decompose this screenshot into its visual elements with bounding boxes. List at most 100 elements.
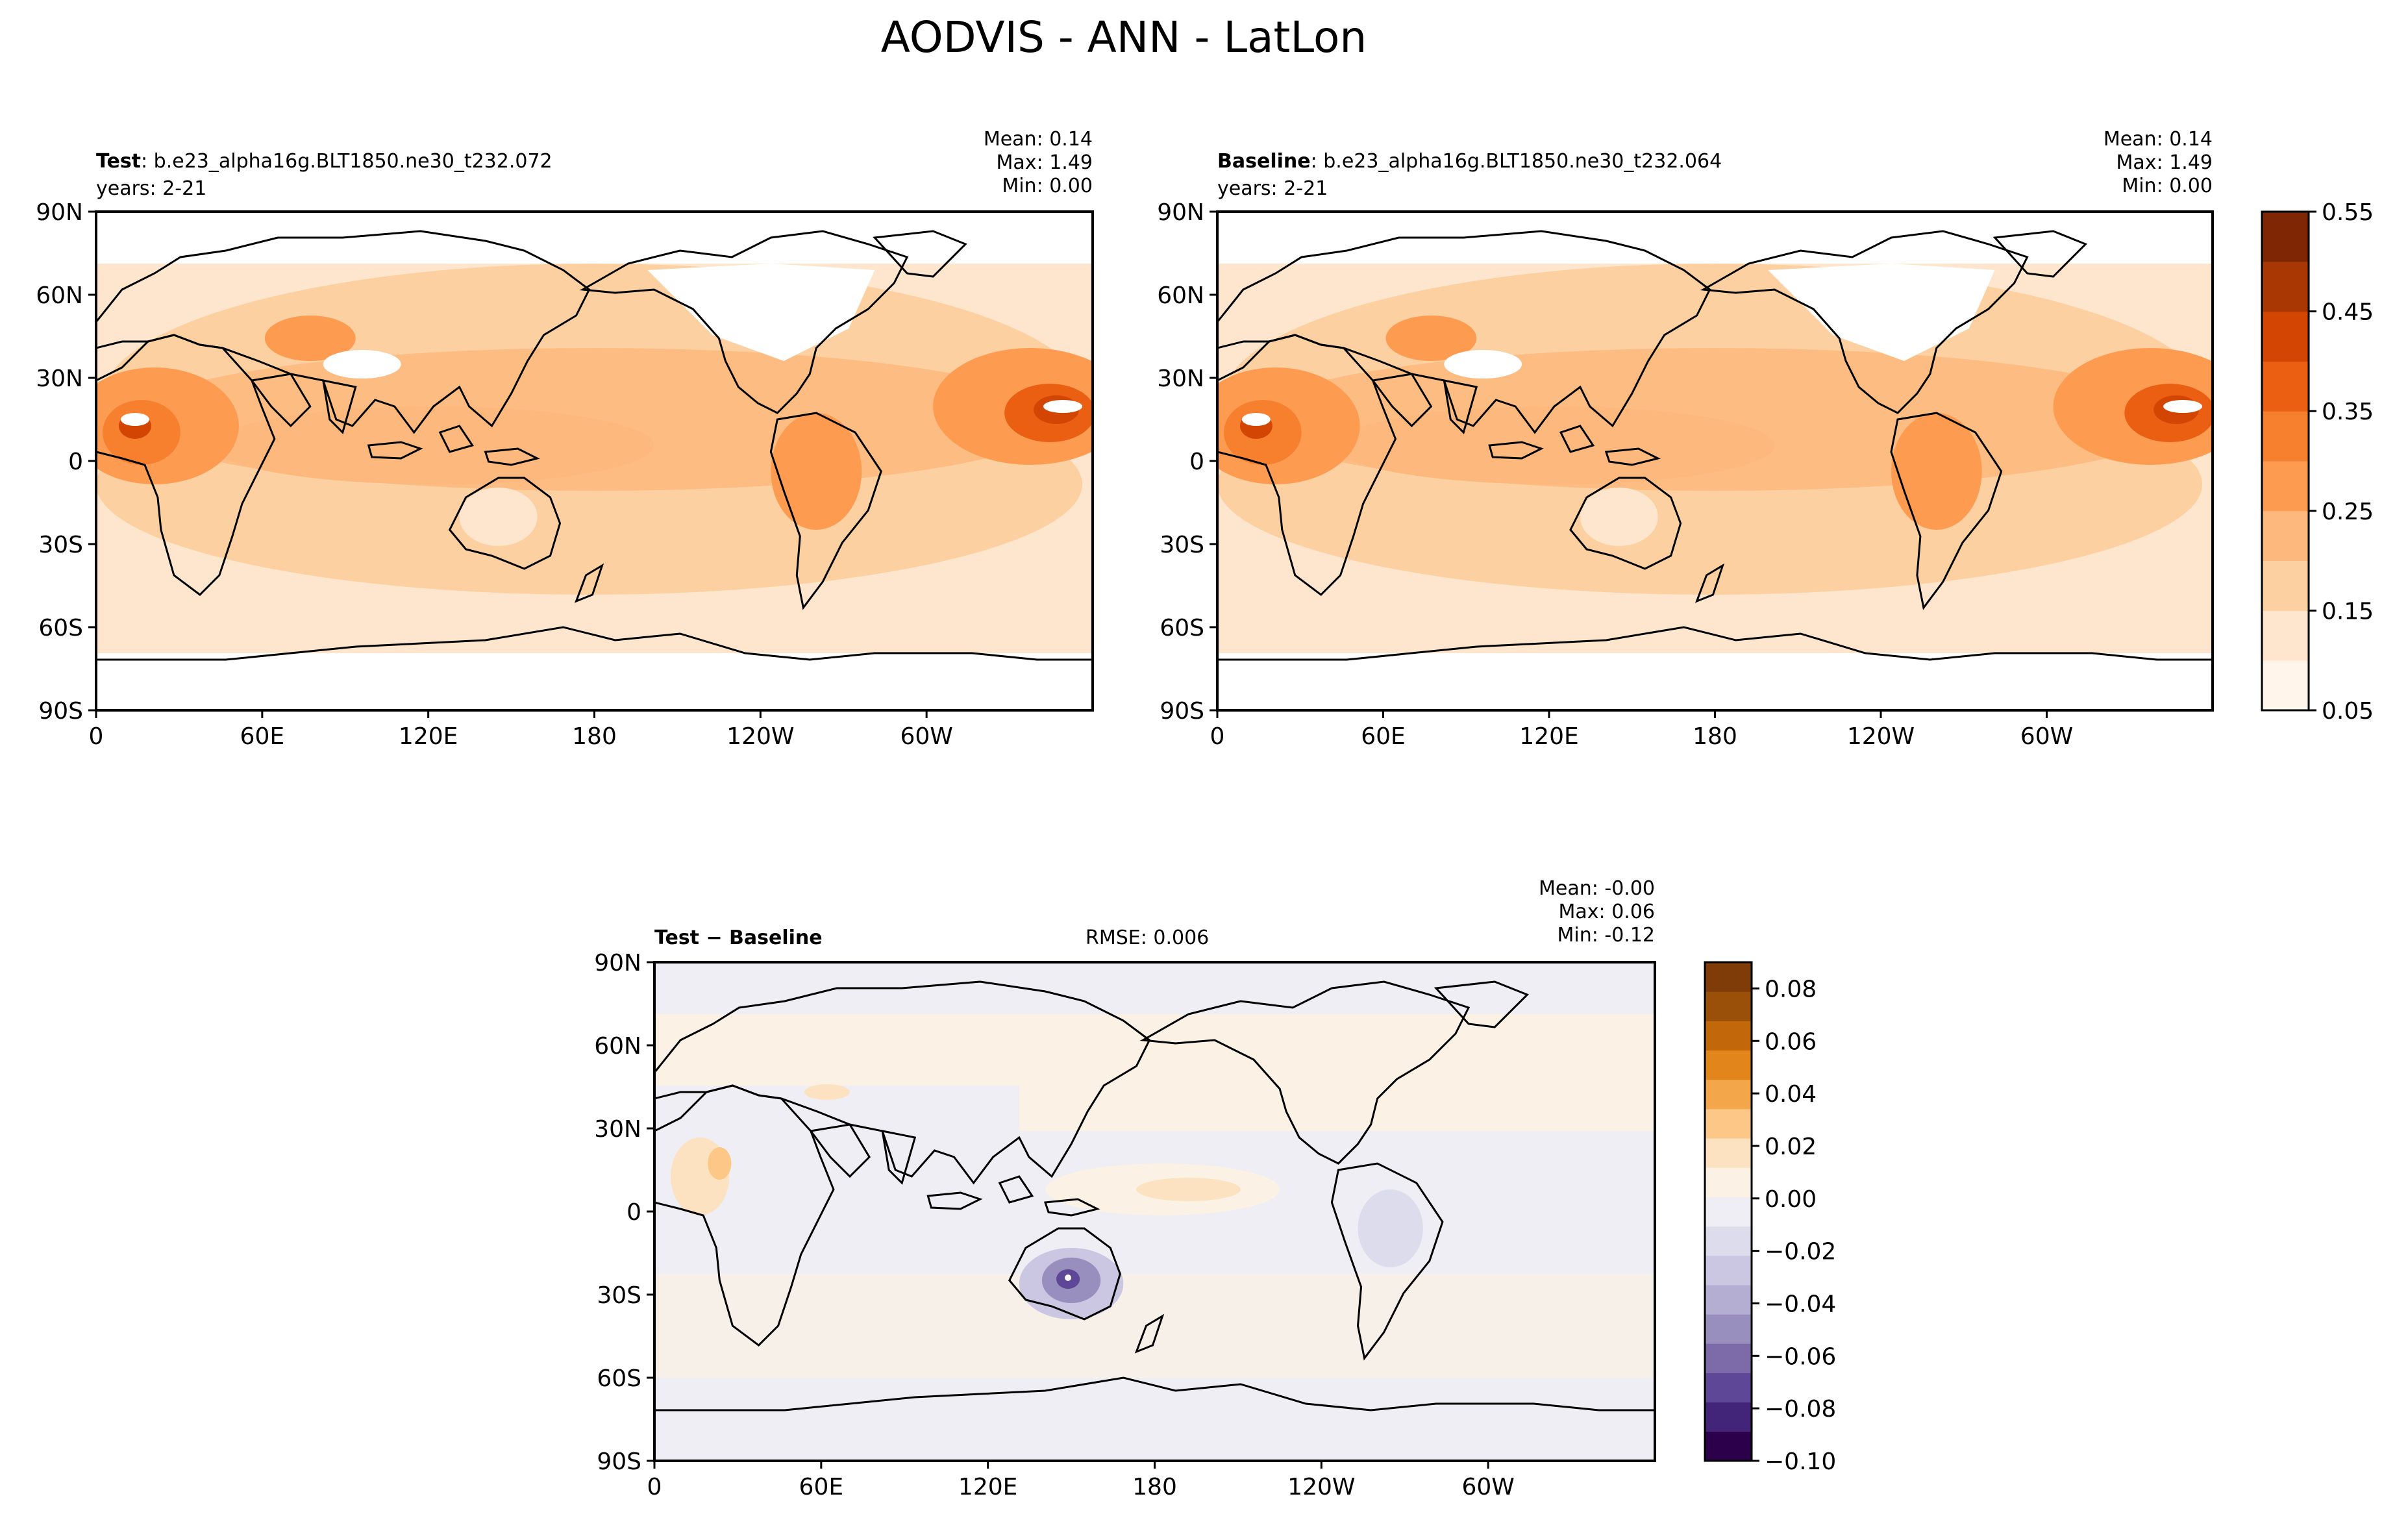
- colorbar-swatch: [2262, 212, 2309, 262]
- x-tick-label: 180: [572, 723, 617, 750]
- y-tick-label: 90N: [594, 950, 641, 976]
- x-tick-label: 0: [1210, 723, 1225, 750]
- colorbar-tick-label: −0.04: [1765, 1291, 1836, 1317]
- panel-diff-min: Min: -0.12: [1558, 924, 1656, 947]
- x-tick-label: 0: [89, 723, 104, 750]
- x-tick-label: 120E: [399, 723, 458, 750]
- colorbar-tick-label: −0.08: [1765, 1396, 1836, 1423]
- x-tick-label: 60E: [240, 723, 285, 750]
- colorbar-swatch: [1705, 1284, 1752, 1315]
- panel-test-years: years: 2-21: [96, 177, 206, 200]
- colorbar-diff: 0.08 0.06 0.04 0.02 0.00 −0.02 −0.04 −0.06 −0.08…: [1704, 961, 1836, 1475]
- panel-baseline-years: years: 2-21: [1217, 177, 1328, 200]
- y-tick-label: 0: [1189, 449, 1204, 475]
- colorbar-tick-label: 0.15: [2322, 598, 2374, 625]
- x-tick-label: 60W: [2020, 723, 2073, 750]
- map-test: [96, 212, 1093, 710]
- y-tick-label: 30N: [1157, 366, 1204, 392]
- colorbar-swatch: [2262, 411, 2309, 462]
- colorbar-swatch: [1705, 1108, 1752, 1139]
- y-tick-label: 90N: [36, 199, 83, 226]
- colorbar-tick-label: 0.45: [2322, 299, 2374, 326]
- panel-diff-title: Test − Baseline: [654, 926, 823, 949]
- colorbar-tick-label: 0.05: [2322, 698, 2374, 725]
- colorbar-swatch: [1705, 1431, 1752, 1461]
- panel-test-title: Test: b.e23_alpha16g.BLT1850.ne30_t232.0…: [96, 150, 552, 173]
- colorbar-swatch: [1705, 1314, 1752, 1344]
- x-tick-label: 120W: [1287, 1474, 1355, 1500]
- y-tick-label: 30S: [38, 532, 83, 558]
- panel-diff-rmse: RMSE: 0.006: [1086, 926, 1209, 949]
- panel-baseline-max: Max: 1.49: [2116, 151, 2213, 174]
- colorbar-swatch: [1705, 1197, 1752, 1227]
- y-tick-label: 90N: [1157, 199, 1204, 226]
- colorbar-swatch: [1705, 1402, 1752, 1432]
- colorbar-tick-label: 0.04: [1765, 1081, 1817, 1108]
- map-difference: [654, 962, 1655, 1461]
- colorbar-tick-label: 0.06: [1765, 1028, 1817, 1055]
- panel-baseline-mean: Mean: 0.14: [2104, 128, 2213, 151]
- x-tick-label: 180: [1132, 1474, 1177, 1500]
- colorbar-swatch: [1705, 1050, 1752, 1080]
- colorbar-swatch: [1705, 1373, 1752, 1403]
- x-tick-label: 60W: [900, 723, 952, 750]
- x-tick-label: 120W: [1847, 723, 1915, 750]
- y-tick-label: 60S: [1160, 615, 1204, 641]
- colorbar-tick-label: −0.06: [1765, 1343, 1836, 1370]
- colorbar-frame: [2261, 210, 2310, 712]
- colorbar-top: 0.55 0.45 0.35 0.25 0.15 0.05: [2261, 199, 2374, 725]
- panel-difference: Test − Baseline RMSE: 0.006 Mean: -0.00 …: [594, 877, 1656, 1500]
- x-tick-label: 60E: [1361, 723, 1406, 750]
- panel-baseline: Baseline: b.e23_alpha16g.BLT1850.ne30_t2…: [1157, 128, 2214, 750]
- colorbar-swatch: [2262, 261, 2309, 312]
- colorbar-tick-label: −0.10: [1765, 1448, 1836, 1475]
- colorbar-swatch: [1705, 1021, 1752, 1051]
- panel-test-max: Max: 1.49: [997, 151, 1093, 174]
- colorbar-swatch: [1705, 991, 1752, 1021]
- y-tick-label: 30S: [1160, 532, 1204, 558]
- x-tick-label: 60E: [799, 1474, 844, 1500]
- y-tick-label: 0: [68, 449, 83, 475]
- x-tick-label: 120E: [958, 1474, 1017, 1500]
- x-tick-label: 0: [647, 1474, 662, 1500]
- y-tick-label: 30N: [594, 1116, 641, 1143]
- colorbar-swatch: [1705, 1079, 1752, 1110]
- colorbar-tick-label: −0.02: [1765, 1239, 1836, 1265]
- colorbar-tick-label: 0.35: [2322, 399, 2374, 425]
- colorbar-swatch: [2262, 311, 2309, 362]
- panel-test: Test: b.e23_alpha16g.BLT1850.ne30_t232.0…: [36, 128, 1094, 750]
- colorbar-tick-label: 0.55: [2322, 199, 2374, 226]
- colorbar-swatch: [2262, 361, 2309, 412]
- panel-baseline-min: Min: 0.00: [2122, 175, 2213, 197]
- colorbar-swatch: [1705, 1167, 1752, 1197]
- x-tick-label: 60W: [1461, 1474, 1514, 1500]
- y-tick-label: 60S: [38, 615, 83, 641]
- colorbar-tick-label: 0.08: [1765, 976, 1817, 1002]
- colorbar-swatch: [2262, 660, 2309, 711]
- colorbar-tick-label: 0.02: [1765, 1134, 1817, 1160]
- colorbar-frame: [1704, 961, 1753, 1462]
- y-tick-label: 90S: [597, 1448, 641, 1475]
- y-tick-label: 30S: [597, 1282, 641, 1309]
- panel-diff-mean: Mean: -0.00: [1539, 877, 1655, 900]
- map-baseline: [1217, 212, 2213, 710]
- panel-test-min: Min: 0.00: [1002, 175, 1093, 197]
- colorbar-swatch: [2262, 510, 2309, 562]
- colorbar-swatch: [1705, 1343, 1752, 1373]
- panel-test-mean: Mean: 0.14: [984, 128, 1093, 151]
- panel-diff-max: Max: 0.06: [1559, 901, 1655, 923]
- y-tick-label: 60N: [1157, 282, 1204, 309]
- x-tick-label: 120W: [726, 723, 794, 750]
- colorbar-swatch: [2262, 461, 2309, 512]
- panel-baseline-title: Baseline: b.e23_alpha16g.BLT1850.ne30_t2…: [1217, 150, 1722, 173]
- y-tick-label: 60N: [36, 282, 83, 309]
- colorbar-swatch: [2262, 610, 2309, 661]
- colorbar-swatch: [2262, 560, 2309, 611]
- x-tick-label: 180: [1693, 723, 1737, 750]
- figure-title: AODVIS - ANN - LatLon: [881, 12, 1367, 62]
- colorbar-tick-label: 0.25: [2322, 499, 2374, 525]
- y-tick-label: 30N: [36, 366, 83, 392]
- x-tick-label: 120E: [1519, 723, 1578, 750]
- y-tick-label: 60S: [597, 1365, 641, 1392]
